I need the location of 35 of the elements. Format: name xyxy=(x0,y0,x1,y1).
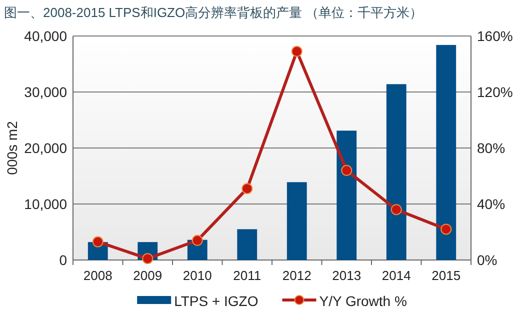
x-tick-label: 2011 xyxy=(233,268,262,283)
chart-title: 图一、2008-2015 LTPS和IGZO高分辨率背板的产量 （单位：千平方米） xyxy=(4,5,423,20)
point xyxy=(142,253,154,264)
point xyxy=(92,236,104,248)
x-tick-label: 2009 xyxy=(133,268,162,283)
y2-tick-label: 40% xyxy=(477,196,506,212)
bar xyxy=(436,44,456,260)
y-tick-label: 20,000 xyxy=(24,140,68,156)
x-tick-label: 2012 xyxy=(282,268,312,283)
x-tick-label: 2013 xyxy=(332,268,362,283)
point xyxy=(291,46,302,57)
point xyxy=(390,204,402,216)
y2-tick-label: 0% xyxy=(477,252,498,268)
point xyxy=(242,183,253,194)
bar xyxy=(237,229,258,260)
y-tick-label: 0 xyxy=(59,252,68,268)
y-axis-title: 000s m2 xyxy=(4,120,20,175)
bar xyxy=(286,182,307,260)
y2-tick-label: 120% xyxy=(477,84,513,100)
y2-tick-label: 160% xyxy=(477,28,513,44)
x-tick-label: 2010 xyxy=(182,268,212,283)
y-tick-label: 30,000 xyxy=(24,84,68,100)
x-tick-label: 2015 xyxy=(432,268,461,283)
point xyxy=(440,224,452,235)
x-tick-label: 2014 xyxy=(382,268,411,283)
bar xyxy=(336,130,357,260)
y2-tick-label: 80% xyxy=(477,140,506,156)
point xyxy=(341,164,352,176)
bar xyxy=(386,84,406,260)
legend-label: Y/Y Growth % xyxy=(319,293,407,309)
y-tick-label: 10,000 xyxy=(24,196,68,212)
legend-label: LTPS + IGZO xyxy=(174,293,258,309)
y-tick-label: 40,000 xyxy=(24,28,68,44)
x-tick-label: 2008 xyxy=(83,268,112,283)
point xyxy=(192,234,203,246)
